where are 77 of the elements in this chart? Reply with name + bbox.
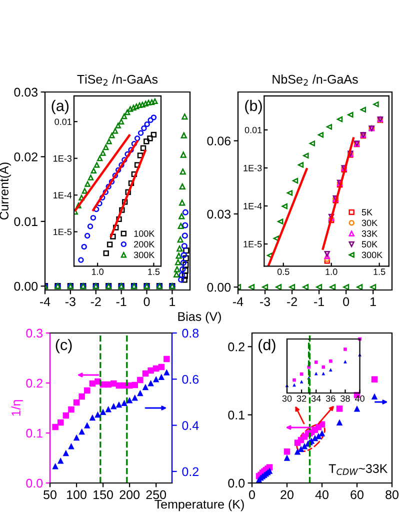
y-axis-title: 1/η [11,400,23,416]
legend-label: 100K [134,230,155,237]
x-tick-label: 200 [120,490,140,500]
legend-label: 5K [362,209,372,216]
y-tick-label: 0.00 [14,282,38,291]
y-tick-label: 1E-4 [244,203,262,210]
x-tick-label: 38 [340,395,350,402]
annotation: (b) [245,100,262,114]
legend-label: 300K [362,252,382,258]
legend-label: 50K [362,241,378,248]
x-tick-label: -3 [260,297,270,306]
y2-tick-label: 0.2 [182,467,198,476]
x-tick-label: 0 [144,297,150,306]
legend-label: 33K [362,230,378,237]
x-tick-label: 60 [350,490,364,500]
x-tick-label: -2 [287,297,297,306]
annotation: T$_{CDW}$~33K [328,464,388,476]
x-tick-label: 100 [67,490,86,500]
chart-title: TiSe$_{2}$ /n-GaAs [77,74,158,86]
x-tick-label: 0 [249,490,255,500]
x-tick-label: -4 [40,297,50,306]
annotation: (d) [258,339,276,354]
y-tick-label: 0.02 [14,152,38,162]
y-tick-label: 0.00 [207,282,231,292]
y-tick-label: 1E-3 [54,155,72,162]
x-tick-label: 1 [370,297,376,306]
x-tick-label: -2 [90,297,101,306]
x-tick-label: 36 [326,395,336,402]
x-tick-label: -1 [116,297,126,306]
x-axis-title: Bias (V) [178,312,221,324]
x-tick-label: 150 [94,490,113,500]
legend-label: 30K [362,220,378,226]
x-tick-label: 80 [386,490,398,500]
y-tick-label: 1E-5 [244,241,262,248]
x-tick-label: 1.5 [148,268,160,275]
x-tick-label: 40 [315,490,328,500]
x-tick-label: 1.0 [92,268,104,275]
y2-tick-label: 0.6 [182,374,199,384]
annotation: (c) [56,339,72,354]
y-tick-label: 0.2 [26,378,42,388]
annotation: (a) [52,100,69,114]
x-tick-label: -1 [314,297,324,306]
x-tick-label: 30 [282,395,292,402]
y-tick-label: 0.0 [228,478,245,488]
y-tick-label: 1E-4 [54,192,72,198]
y-tick-label: 0.2 [228,342,244,352]
x-tick-label: 1.0 [326,268,338,275]
x-tick-label: 0 [343,297,350,306]
x-axis-title: Temperature (K) [154,500,244,512]
x-tick-label: -4 [233,297,244,306]
chart-title: NbSe$_{2}$ /n-GaAs [272,74,358,86]
y-tick-label: 0.01 [14,217,38,226]
y-tick-label: 0.06 [207,136,231,146]
y-tick-label: 1E-3 [244,164,262,172]
y-tick-label: 0.03 [14,88,38,97]
y2-tick-label: 0.4 [182,421,199,430]
y-tick-label: 0.3 [26,328,43,338]
legend-label: 300K [134,252,155,258]
x-tick-label: 1 [170,297,176,306]
x-tick-label: -3 [65,297,76,306]
legend-label: 200K [134,241,155,248]
y2-tick-label: 0.8 [182,328,199,338]
y-tick-label: 0.03 [207,210,231,219]
y-tick-label: 0.1 [228,410,244,420]
x-tick-label: 20 [280,490,294,500]
x-tick-label: 1.5 [374,268,386,275]
x-tick-label: 32 [296,395,306,402]
x-tick-label: 34 [311,395,321,402]
x-tick-label: 0.5 [277,268,290,275]
y-tick-label: 0.01 [54,118,72,125]
y-tick-label: 0.0 [26,478,43,488]
x-tick-label: 40 [354,395,364,402]
y-tick-label: 0.01 [244,126,262,134]
y-tick-label: 1E-5 [54,228,72,236]
x-tick-label: 50 [44,490,56,500]
x-tick-label: 250 [146,490,166,500]
y-tick-label: 0.1 [26,428,42,438]
